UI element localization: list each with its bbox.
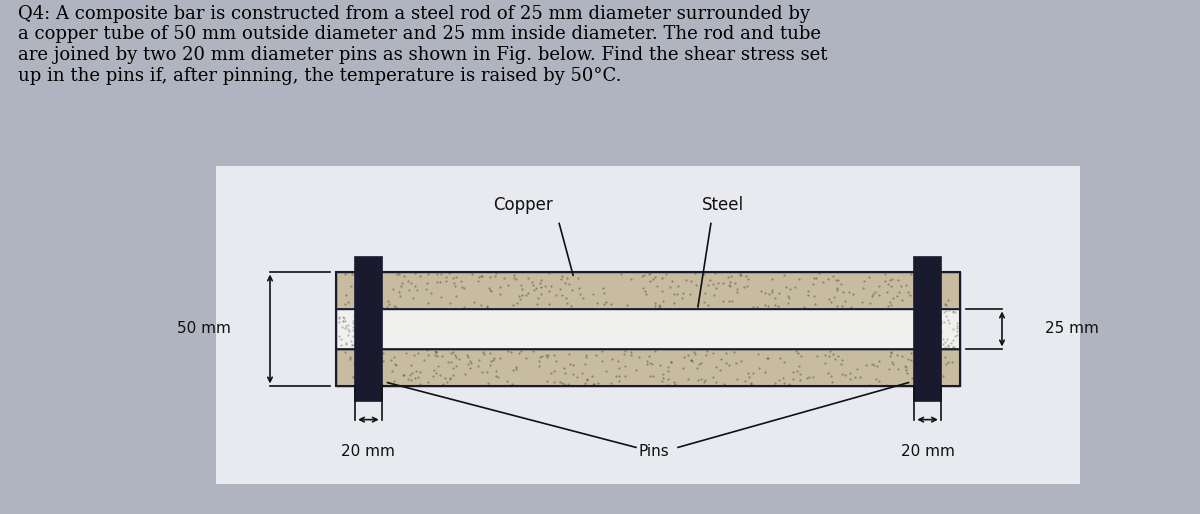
Text: 20 mm: 20 mm	[901, 444, 954, 458]
Text: Steel: Steel	[702, 196, 744, 214]
Bar	[336, 271, 960, 308]
Bar	[914, 257, 941, 401]
Bar	[355, 257, 382, 401]
Text: 25 mm: 25 mm	[1045, 321, 1098, 337]
Bar	[336, 350, 960, 387]
Text: 20 mm: 20 mm	[342, 444, 395, 458]
Text: Q4: A composite bar is constructed from a steel rod of 25 mm diameter surrounded: Q4: A composite bar is constructed from …	[18, 5, 828, 85]
Text: Copper: Copper	[493, 196, 553, 214]
Bar	[336, 308, 960, 350]
FancyBboxPatch shape	[216, 166, 1080, 484]
Text: 50 mm: 50 mm	[178, 321, 230, 337]
Bar	[336, 271, 960, 387]
Text: Pins: Pins	[638, 444, 670, 458]
